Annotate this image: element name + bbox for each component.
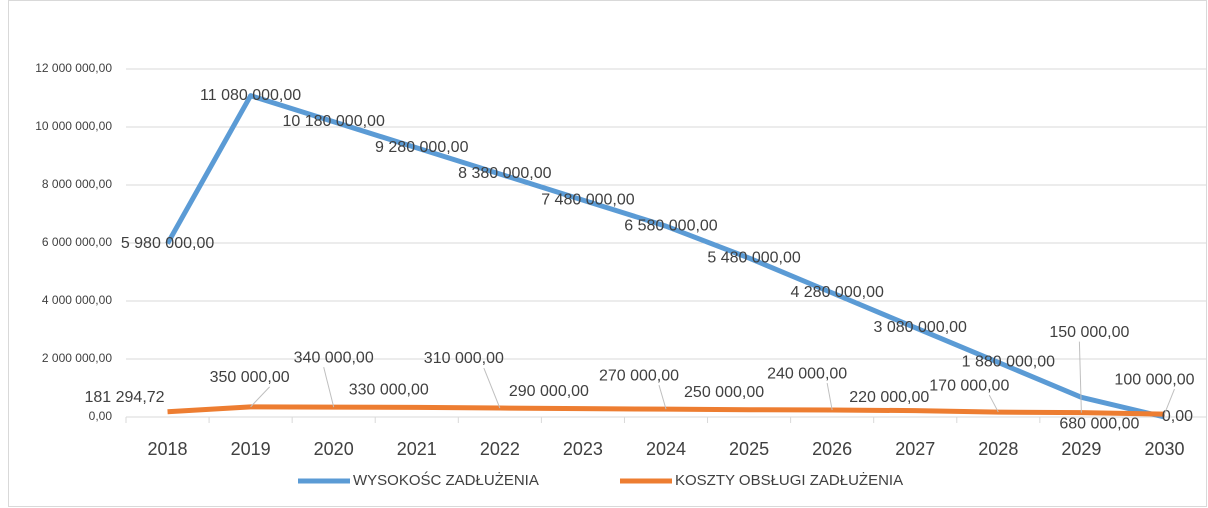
leader-line — [826, 382, 833, 411]
data-label: 3 080 000,00 — [874, 319, 968, 336]
x-tick-label: 2027 — [895, 439, 935, 459]
data-label: 330 000,00 — [349, 382, 429, 399]
x-tick-label: 2019 — [231, 439, 271, 459]
data-label: 220 000,00 — [849, 389, 929, 406]
data-label: 8 380 000,00 — [458, 165, 552, 182]
x-tick-label: 2018 — [148, 439, 188, 459]
data-label: 350 000,00 — [210, 369, 290, 386]
x-tick-label: 2023 — [563, 439, 603, 459]
data-label: 0,00 — [1162, 408, 1193, 425]
x-tick-label: 2024 — [646, 439, 686, 459]
x-tick-label: 2021 — [397, 439, 437, 459]
leader-line — [1163, 388, 1175, 415]
data-label: 11 080 000,00 — [200, 87, 301, 104]
data-label: 5 980 000,00 — [121, 235, 215, 252]
leader-line — [988, 394, 999, 413]
data-label: 290 000,00 — [509, 383, 589, 400]
data-label: 4 280 000,00 — [790, 284, 884, 301]
line-series — [165, 93, 1166, 420]
y-tick-label: 6 000 000,00 — [42, 235, 112, 249]
leader-line — [250, 386, 270, 408]
data-label: 5 480 000,00 — [707, 249, 801, 266]
data-label: 680 000,00 — [1059, 415, 1139, 432]
legend-label: KOSZTY OBSŁUGI ZADŁUŻENIA — [675, 471, 903, 489]
data-label: 170 000,00 — [929, 377, 1009, 394]
y-tick-label: 10 000 000,00 — [35, 119, 112, 133]
x-tick-label: 2020 — [314, 439, 354, 459]
data-label: 240 000,00 — [767, 365, 847, 382]
y-tick-label: 8 000 000,00 — [42, 177, 112, 191]
data-label: 7 480 000,00 — [541, 191, 635, 208]
data-label: 340 000,00 — [294, 349, 374, 366]
data-label: 250 000,00 — [684, 384, 764, 401]
y-tick-label: 2 000 000,00 — [42, 351, 112, 365]
leader-line — [483, 367, 501, 409]
leader-line — [658, 385, 667, 410]
y-tick-label: 12 000 000,00 — [35, 61, 112, 75]
x-tick-label: 2025 — [729, 439, 769, 459]
data-label: 1 880 000,00 — [962, 354, 1056, 371]
leader-line — [1078, 341, 1082, 413]
x-tick-label: 2028 — [978, 439, 1018, 459]
data-label: 6 580 000,00 — [624, 217, 718, 234]
y-tick-label: 4 000 000,00 — [42, 293, 112, 307]
legend-label: WYSOKOŚC ZADŁUŻENIA — [353, 471, 539, 489]
x-tick-label: 2029 — [1061, 439, 1101, 459]
leader-line — [323, 367, 335, 408]
x-tick-label: 2030 — [1144, 439, 1184, 459]
data-label: 150 000,00 — [1049, 324, 1129, 341]
data-label: 10 180 000,00 — [283, 113, 385, 130]
y-tick-label: 0,00 — [89, 409, 113, 423]
chart-border — [8, 0, 1207, 507]
data-label: 9 280 000,00 — [375, 139, 469, 156]
x-tick-label: 2026 — [812, 439, 852, 459]
data-label: 310 000,00 — [424, 350, 504, 367]
x-tick-label: 2022 — [480, 439, 520, 459]
data-label: 270 000,00 — [599, 367, 679, 384]
data-label: 100 000,00 — [1114, 371, 1194, 388]
data-label: 181 294,72 — [84, 389, 164, 406]
